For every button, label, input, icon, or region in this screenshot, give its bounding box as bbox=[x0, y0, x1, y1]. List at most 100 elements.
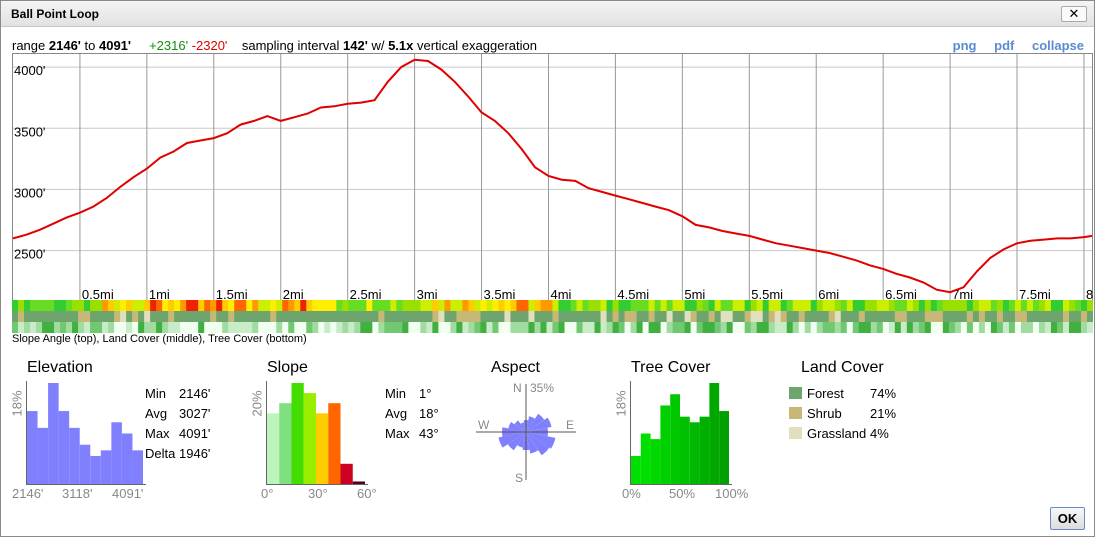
landcover-strip-cell bbox=[474, 311, 481, 322]
treecover-strip-cell bbox=[816, 322, 824, 333]
landcover-strip-cell bbox=[246, 311, 253, 322]
slope-strip-cell bbox=[492, 300, 499, 311]
treecover-strip-cell bbox=[744, 322, 752, 333]
treecover-strip-cell bbox=[726, 322, 734, 333]
title-bar[interactable]: Ball Point Loop ✕ bbox=[1, 1, 1094, 27]
slope-stat-row: Min 1° bbox=[385, 386, 431, 401]
landcover-panel-title: Land Cover bbox=[801, 359, 884, 376]
slope-strip-cell bbox=[672, 300, 680, 311]
tree-x-mid: 50% bbox=[669, 486, 696, 501]
treecover-strip-cell bbox=[654, 322, 662, 333]
slope-strip-cell bbox=[264, 300, 271, 311]
landcover-strip-cell bbox=[546, 311, 553, 322]
elevation-x-min: 2146' bbox=[12, 486, 44, 501]
treecover-strip-cell bbox=[324, 322, 331, 333]
treecover-strip-cell bbox=[246, 322, 253, 333]
landcover-strip-cell bbox=[1020, 311, 1028, 322]
treecover-strip-cell bbox=[696, 322, 704, 333]
landcover-strip-cell bbox=[66, 311, 73, 322]
treecover-strip-cell bbox=[120, 322, 127, 333]
landcover-strip-cell bbox=[294, 311, 301, 322]
slope-strip-cell bbox=[636, 300, 644, 311]
treecover-strip-cell bbox=[18, 322, 25, 333]
landcover-strip-cell bbox=[156, 311, 163, 322]
slope-strip-cell bbox=[756, 300, 764, 311]
slope-strip-cell bbox=[246, 300, 253, 311]
png-link[interactable]: png bbox=[952, 38, 977, 53]
landcover-strip-cell bbox=[138, 311, 145, 322]
landcover-strip-cell bbox=[36, 311, 43, 322]
elevation-histogram-bar bbox=[132, 450, 143, 484]
landcover-strip-cell bbox=[162, 311, 169, 322]
landcover-strip-cell bbox=[102, 311, 109, 322]
slope-strip-cell bbox=[978, 300, 986, 311]
slope-strip-cell bbox=[444, 300, 451, 311]
landcover-item: Forest 74% bbox=[789, 386, 896, 401]
landcover-strip-cell bbox=[840, 311, 848, 322]
range-max: 4091' bbox=[98, 38, 131, 53]
elevation-histogram-bar bbox=[100, 450, 112, 484]
slope-stat-label: Min bbox=[385, 386, 406, 401]
landcover-swatch bbox=[789, 407, 802, 419]
slope-strip-cell bbox=[282, 300, 289, 311]
slope-strip-cell bbox=[144, 300, 151, 311]
landcover-strip-cell bbox=[672, 311, 680, 322]
profile-distance-label: 2.5mi bbox=[350, 287, 382, 302]
slope-strip-cell bbox=[66, 300, 73, 311]
tree-x-min: 0% bbox=[622, 486, 641, 501]
landcover-strip-cell bbox=[318, 311, 325, 322]
elevation-stat-label: Max bbox=[145, 426, 170, 441]
treecover-strip-cell bbox=[318, 322, 325, 333]
treecover-strip-cell bbox=[402, 322, 409, 333]
elevation-stat-row: Min 2146' bbox=[145, 386, 210, 401]
landcover-strip-cell bbox=[606, 311, 614, 322]
elevation-histogram-bar bbox=[121, 433, 133, 484]
pdf-link[interactable]: pdf bbox=[994, 38, 1015, 53]
treecover-strip-cell bbox=[942, 322, 950, 333]
slope-strip-cell bbox=[108, 300, 115, 311]
slope-strip-cell bbox=[48, 300, 55, 311]
landcover-label: Shrub bbox=[807, 406, 842, 421]
treecover-strip-cell bbox=[438, 322, 445, 333]
landcover-strip-cell bbox=[1002, 311, 1010, 322]
slope-strip-cell bbox=[744, 300, 752, 311]
landcover-strip-cell bbox=[18, 311, 25, 322]
slope-strip-cell bbox=[654, 300, 662, 311]
slope-strip-cell bbox=[462, 300, 469, 311]
treecover-strip-cell bbox=[144, 322, 151, 333]
elevation-profile-chart[interactable]: 4000' 3500' 3000' 2500' 0.5mi 1mi 1.5mi 2mi 2.5m… bbox=[12, 53, 1093, 303]
aspect-north-label: N bbox=[513, 381, 522, 395]
slope-strip-cell bbox=[252, 300, 259, 311]
treecover-strip-cell bbox=[240, 322, 247, 333]
slope-strip-cell bbox=[846, 300, 854, 311]
treecover-strip-cell bbox=[996, 322, 1004, 333]
landcover-strip-cell bbox=[516, 311, 523, 322]
treecover-strip-cell bbox=[534, 322, 541, 333]
landcover-strip-cell bbox=[1008, 311, 1016, 322]
treecover-strip-cell bbox=[192, 322, 199, 333]
treecover-strip-cell bbox=[948, 322, 956, 333]
treecover-strip-cell bbox=[468, 322, 475, 333]
treecover-strip-cell bbox=[756, 322, 764, 333]
landcover-strip-cell bbox=[522, 311, 529, 322]
treecover-strip-cell bbox=[444, 322, 451, 333]
collapse-link[interactable]: collapse bbox=[1031, 38, 1084, 53]
landcover-strip-cell bbox=[372, 311, 379, 322]
slope-strip-cell bbox=[1002, 300, 1010, 311]
landcover-strip-cell bbox=[312, 311, 319, 322]
slope-strip-cell bbox=[156, 300, 163, 311]
slope-strip-cell bbox=[966, 300, 974, 311]
treecover-strip-cell bbox=[702, 322, 710, 333]
landcover-strip-cell bbox=[456, 311, 463, 322]
slope-strip-cell bbox=[732, 300, 740, 311]
slope-strip-cell bbox=[834, 300, 842, 311]
treecover-strip-cell bbox=[1074, 322, 1082, 333]
close-button[interactable]: ✕ bbox=[1061, 6, 1087, 22]
treecover-strip-cell bbox=[282, 322, 289, 333]
slope-strip-cell bbox=[828, 300, 836, 311]
landcover-strip-cell bbox=[78, 311, 85, 322]
treecover-strip-cell bbox=[612, 322, 620, 333]
slope-histogram-bar bbox=[316, 413, 329, 484]
slope-strip-cell bbox=[120, 300, 127, 311]
ok-button[interactable]: OK bbox=[1050, 507, 1085, 530]
